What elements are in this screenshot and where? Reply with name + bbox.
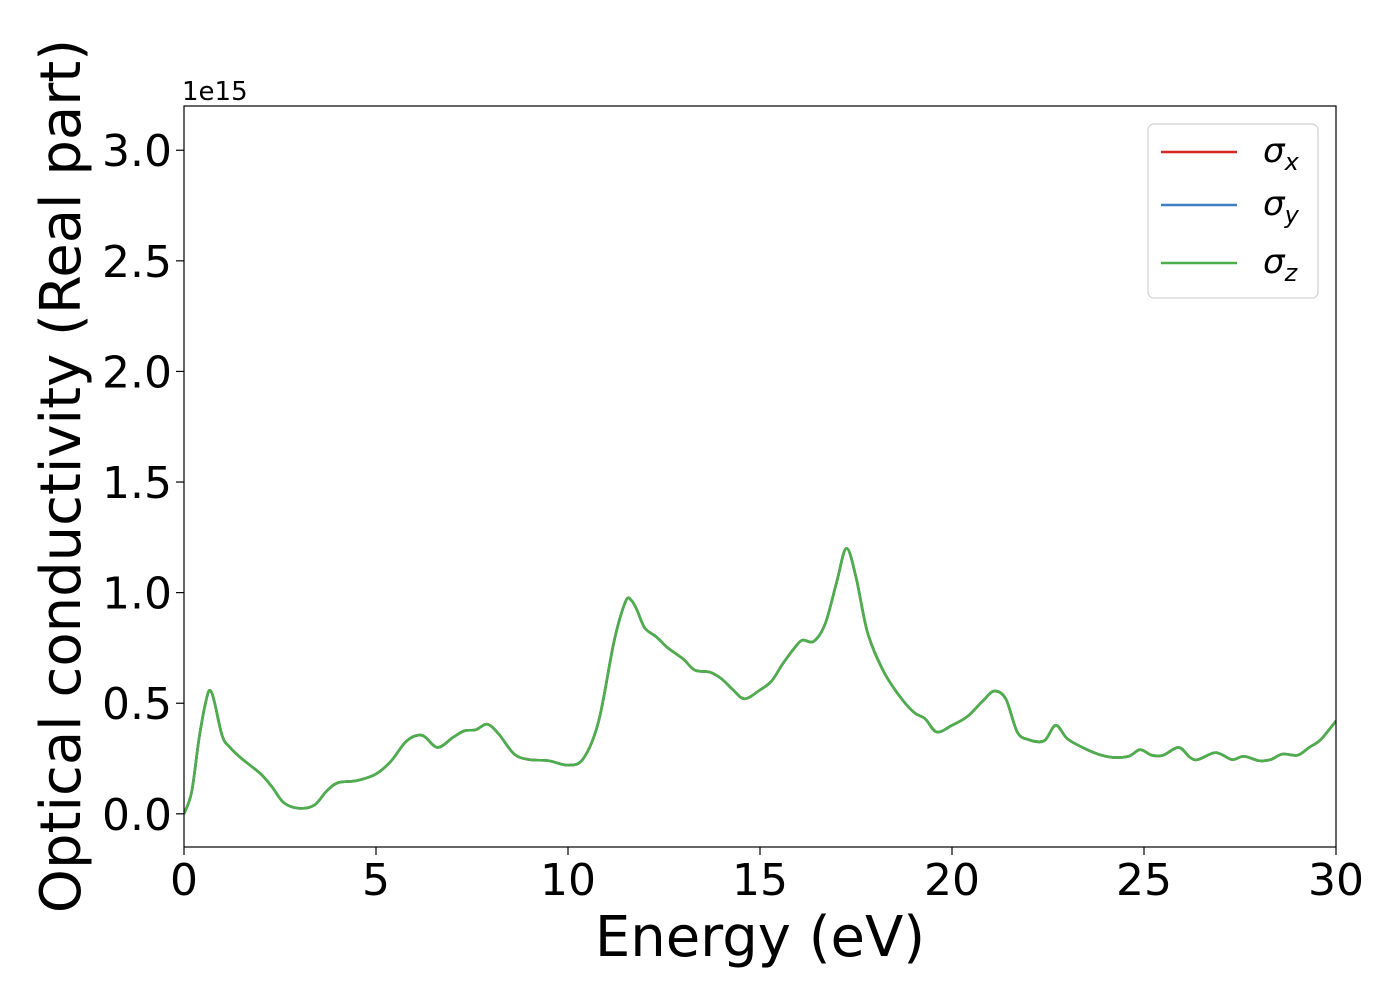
y-tick-label: 1.0 <box>102 569 172 620</box>
x-tick-label: 25 <box>1116 855 1172 906</box>
series-layer <box>184 547 1336 815</box>
y-tick-label: 0.5 <box>102 679 172 730</box>
x-tick-label: 5 <box>362 855 390 906</box>
legend-box <box>1147 123 1319 299</box>
legend-label-x: σx <box>1263 131 1300 176</box>
y-tick-label: 2.5 <box>102 237 172 288</box>
x-tick-label: 15 <box>732 855 788 906</box>
y-tick-label: 3.0 <box>102 126 172 177</box>
x-axis-ticks: 0 5 10 15 20 25 30 <box>170 847 1364 906</box>
y-tick-label: 0.0 <box>102 790 172 841</box>
x-tick-label: 20 <box>924 855 980 906</box>
x-tick-label: 30 <box>1308 855 1364 906</box>
legend-label-y: σy <box>1263 184 1300 229</box>
y-axis-ticks: 0.0 0.5 1.0 1.5 2.0 2.5 3.0 <box>102 126 184 841</box>
series-line-1 <box>184 547 1336 815</box>
y-tick-label: 2.0 <box>102 347 172 398</box>
y-offset-label: 1e15 <box>182 77 248 107</box>
series-line-2 <box>184 547 1336 815</box>
legend-label-z: σz <box>1263 242 1299 287</box>
y-axis-label: Optical conductivity (Real part) <box>29 39 94 913</box>
x-tick-label: 10 <box>540 855 596 906</box>
x-axis-label: Energy (eV) <box>595 905 925 970</box>
y-tick-label: 1.5 <box>102 458 172 509</box>
legend: σx σy σz <box>1147 123 1319 299</box>
x-tick-label: 0 <box>170 855 198 906</box>
series-line-0 <box>184 547 1336 815</box>
